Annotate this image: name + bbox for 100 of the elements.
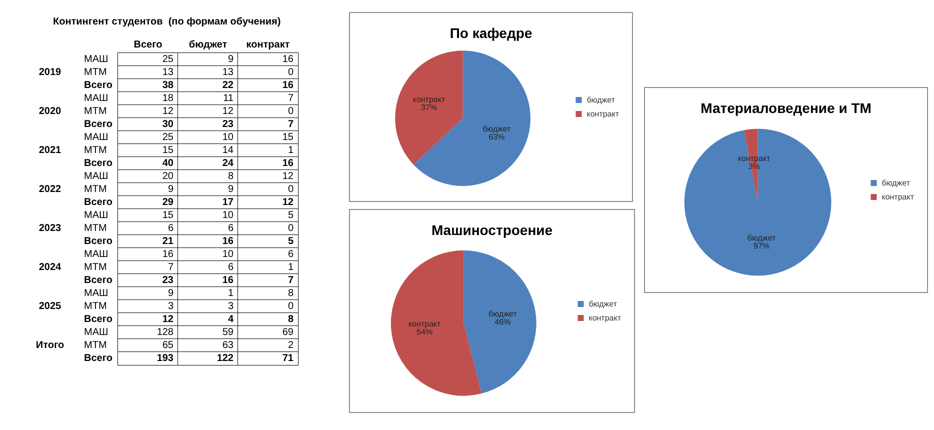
data-label: 3 — [168, 301, 174, 312]
data-label: 16 — [222, 275, 234, 286]
data-label: 11 — [223, 93, 234, 104]
data-label: 12 — [162, 106, 174, 117]
text: 2019 — [38, 67, 62, 78]
data-label: 0 — [288, 301, 294, 312]
y-tick-label: МАШ — [84, 288, 108, 299]
y-tick-label: МАШ — [84, 210, 108, 221]
data-label: 6 — [228, 223, 234, 234]
y-tick-label: Всего — [84, 119, 112, 130]
data-label: 15 — [162, 145, 174, 156]
data-label: 15 — [162, 210, 174, 221]
data-label: 7 — [288, 119, 294, 130]
data-label: 63% — [488, 132, 505, 142]
text: 2022 — [38, 184, 62, 195]
x-tick-label: контракт — [246, 40, 290, 50]
data-label: 46% — [494, 318, 511, 327]
data-label: 97% — [754, 241, 770, 250]
data-label: 1 — [288, 262, 294, 273]
data-label: 9 — [168, 288, 174, 299]
x-tick-label: бюджет — [188, 40, 228, 50]
data-label: 16 — [282, 158, 294, 169]
data-label: 8 — [288, 314, 294, 325]
chart-title: Машиностроение — [431, 222, 553, 238]
data-label: 59 — [222, 327, 234, 338]
slice-label: бюджет — [747, 233, 776, 242]
data-label: 0 — [288, 106, 294, 117]
data-label: 193 — [156, 353, 174, 364]
data-label: 2 — [288, 340, 294, 351]
y-tick-label: МАШ — [84, 93, 108, 104]
data-label: 5 — [288, 210, 294, 221]
data-label: 128 — [156, 327, 174, 338]
legend-label: бюджет — [588, 300, 618, 308]
y-tick-label: МТМ — [84, 67, 107, 78]
y-tick-label: МТМ — [84, 262, 107, 273]
legend-label: контракт — [882, 192, 914, 202]
data-label: 18 — [162, 93, 174, 104]
data-label: 12 — [282, 171, 294, 182]
data-label: 54% — [416, 328, 433, 337]
data-label: 0 — [288, 223, 294, 234]
data-label: 40 — [162, 158, 174, 169]
data-label: 21 — [162, 236, 174, 247]
data-label: 16 — [222, 236, 234, 247]
data-label: 7 — [288, 93, 294, 104]
text: Итого — [36, 340, 64, 351]
y-tick-label: МТМ — [84, 106, 107, 117]
data-label: 65 — [162, 340, 174, 351]
y-tick-label: Всего — [84, 236, 112, 247]
y-tick-label: Всего — [84, 80, 112, 91]
y-tick-label: Всего — [84, 314, 112, 325]
y-tick-label: МТМ — [84, 340, 107, 351]
data-label: 10 — [222, 249, 234, 260]
data-label: 69 — [282, 327, 294, 338]
data-label: 38 — [162, 80, 174, 91]
data-label: 6 — [228, 262, 234, 273]
data-label: 71 — [282, 353, 294, 364]
data-label: 9 — [228, 54, 234, 65]
data-label: 23 — [162, 275, 174, 286]
y-tick-label: МАШ — [84, 132, 108, 143]
data-label: 24 — [222, 158, 234, 169]
y-tick-label: МТМ — [84, 223, 107, 234]
slice-label: бюджет — [482, 124, 512, 134]
data-label: 0 — [288, 184, 294, 195]
y-tick-label: МАШ — [84, 327, 108, 338]
legend-label: бюджет — [882, 178, 910, 188]
text: 2020 — [38, 106, 62, 117]
data-label: 29 — [162, 197, 174, 208]
data-label: 23 — [222, 119, 234, 130]
y-tick-label: МАШ — [84, 171, 108, 182]
data-label: 25 — [162, 54, 174, 65]
data-label: 25 — [162, 132, 174, 143]
data-label: 1 — [228, 288, 234, 299]
chart-title: Контингент студентов (по формам обучения) — [53, 16, 281, 28]
y-tick-label: Всего — [84, 197, 112, 208]
y-tick-label: Всего — [84, 158, 112, 169]
data-label: 5 — [288, 236, 294, 247]
data-label: 16 — [162, 249, 174, 260]
y-tick-label: МТМ — [84, 301, 107, 312]
text: 2023 — [38, 223, 62, 234]
data-label: 16 — [282, 80, 294, 91]
data-label: 30 — [162, 119, 174, 130]
slice-label: бюджет — [488, 310, 518, 319]
data-label: 8 — [228, 171, 234, 182]
legend-label: бюджет — [586, 96, 616, 104]
data-label: 3 — [228, 301, 234, 312]
text: 2024 — [38, 262, 62, 273]
slice-label: контракт — [412, 95, 446, 104]
data-label: 6 — [168, 223, 174, 234]
y-tick-label: МТМ — [84, 145, 107, 156]
data-label: 0 — [288, 67, 294, 78]
chart-title: Материаловедение и ТМ — [700, 100, 872, 116]
data-label: 14 — [222, 145, 234, 156]
data-label: 12 — [282, 197, 294, 208]
x-tick-label: Всего — [134, 40, 162, 50]
data-label: 7 — [168, 262, 174, 273]
data-label: 13 — [222, 67, 234, 78]
data-label: 7 — [288, 275, 294, 286]
data-label: 4 — [228, 314, 234, 325]
data-label: 63 — [222, 340, 234, 351]
data-label: 122 — [216, 353, 234, 364]
